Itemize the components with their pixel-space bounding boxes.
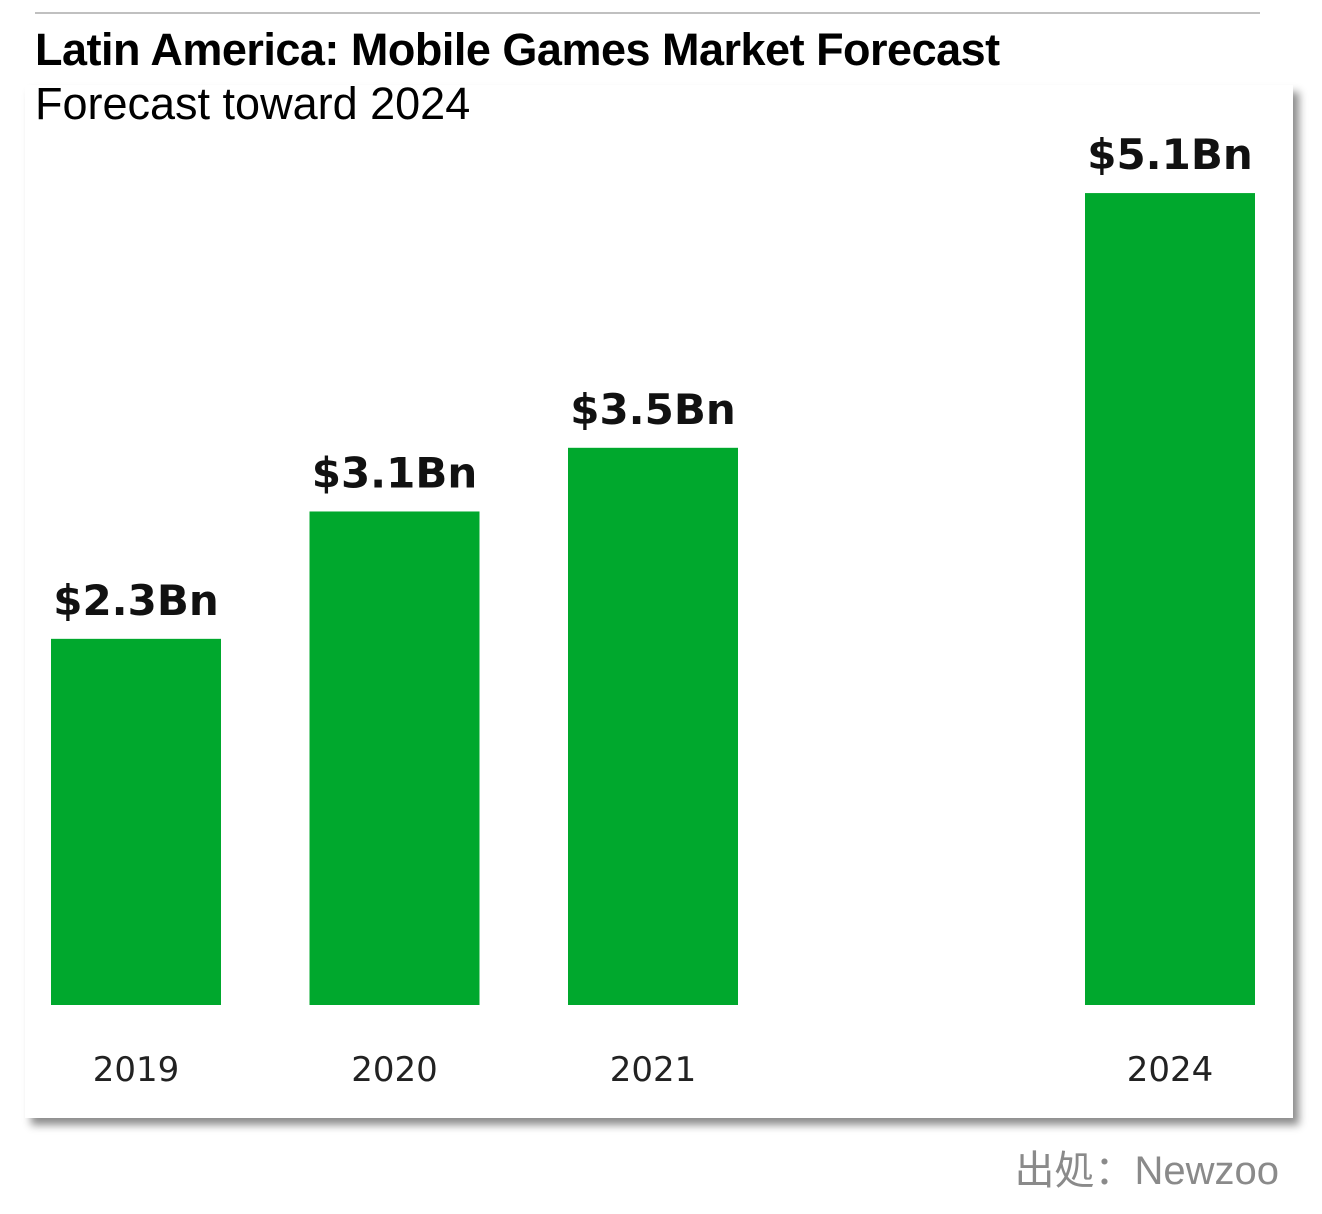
x-tick-label-2019: 2019 — [93, 1050, 180, 1090]
data-label-2019: $2.3Bn — [53, 576, 219, 625]
source-note: 出処：Newzoo — [1014, 1149, 1279, 1193]
bar-2020 — [309, 511, 480, 1005]
bar-2019 — [51, 638, 221, 1005]
x-tick-label-2021: 2021 — [610, 1050, 697, 1090]
chart-title: Latin America: Mobile Games Market Forec… — [35, 24, 1000, 75]
bar-2024 — [1085, 193, 1255, 1005]
bar-2021 — [568, 447, 738, 1005]
top-divider — [35, 12, 1260, 14]
chart-subtitle: Forecast toward 2024 — [35, 78, 471, 129]
x-tick-label-2024: 2024 — [1127, 1050, 1214, 1090]
x-tick-label-2020: 2020 — [351, 1050, 438, 1090]
data-label-2024: $5.1Bn — [1087, 130, 1253, 179]
data-label-2021: $3.5Bn — [570, 385, 736, 434]
data-label-2020: $3.1Bn — [312, 448, 478, 497]
